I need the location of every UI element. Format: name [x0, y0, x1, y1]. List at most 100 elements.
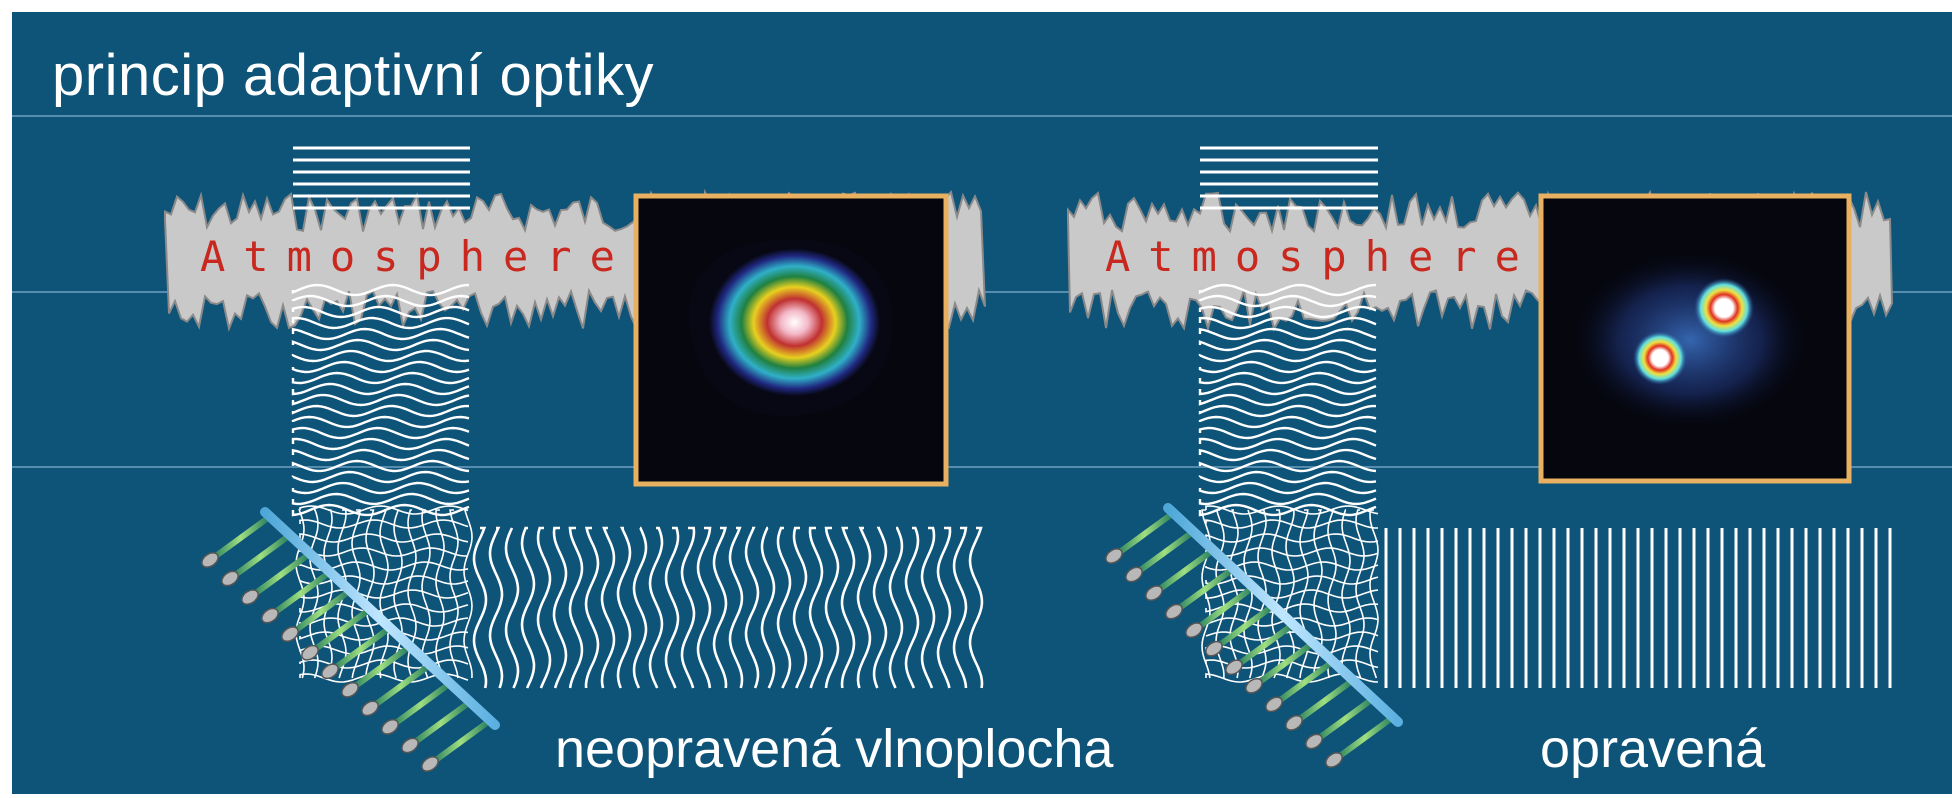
actuator-head: [421, 756, 439, 772]
mirror-actuators-right: [1105, 511, 1395, 768]
actuator-rod: [410, 700, 471, 747]
distorted-wavefront-line: [1198, 349, 1377, 363]
actuator-head: [321, 663, 339, 680]
distorted-wavefront-line: [291, 305, 470, 319]
mesh-line: [1205, 575, 1379, 585]
distorted-wavefront-line: [1198, 371, 1377, 385]
uncorrected-wavefront-line: [536, 526, 552, 689]
incoming-flat-wavefront-left: [293, 146, 470, 210]
distorted-wavefront-line: [1198, 305, 1377, 319]
distorted-wavefront-line: [291, 338, 470, 352]
actuator-head: [381, 719, 399, 735]
mirror-surface-left: [260, 507, 500, 730]
uncorrected-wavefront-line: [632, 526, 648, 689]
uncorrected-star-image: [633, 193, 949, 487]
star-core-lower: [1633, 331, 1687, 385]
actuator-head: [261, 607, 279, 624]
actuator-rod: [1194, 585, 1255, 632]
distorted-wavefront-line: [291, 382, 470, 396]
distorted-wavefront-line: [1198, 294, 1377, 308]
distorted-wavefront-line: [291, 349, 470, 363]
uncorrected-wavefront-line: [552, 526, 568, 689]
mirror-surface-right: [1163, 503, 1403, 727]
atmosphere-label-left: Atmosphere: [200, 232, 633, 281]
actuator-rod: [250, 552, 311, 599]
caption-uncorrected: neopravená vlnoplocha: [555, 719, 1114, 779]
actuator-rod: [1274, 659, 1335, 706]
star-core-upper: [1694, 278, 1754, 338]
distorted-wavefront-line: [291, 426, 470, 440]
actuator-head: [1205, 640, 1223, 657]
mesh-line: [463, 509, 473, 679]
actuator-rod: [1174, 566, 1235, 613]
mesh-line: [1205, 547, 1379, 557]
actuator-head: [1145, 585, 1163, 601]
distorted-wavefront-line: [1198, 338, 1377, 352]
actuator-head: [1265, 696, 1283, 713]
uncorrected-wavefront-line: [792, 526, 808, 689]
uncorrected-wavefront-line: [872, 526, 888, 689]
mesh-line: [299, 547, 469, 557]
uncorrected-wavefront-line: [648, 526, 664, 689]
actuator-rod: [310, 607, 371, 654]
uncorrected-wavefront-line: [888, 526, 904, 689]
mesh-line: [299, 575, 469, 585]
distorted-wavefront-line: [1198, 404, 1376, 418]
distorted-wavefront-line: [291, 316, 470, 330]
distorted-wavefront-line: [1198, 316, 1377, 330]
actuator-rod: [270, 570, 331, 617]
actuator-rod: [350, 644, 411, 691]
actuator-head: [1305, 733, 1323, 750]
distorted-wavefront-line: [291, 437, 470, 451]
actuator-rod: [210, 515, 271, 561]
uncorrected-wavefront-line: [728, 526, 744, 689]
distorted-wavefront-line: [291, 415, 470, 429]
actuator-head: [1125, 566, 1143, 583]
actuator-rod: [1154, 548, 1215, 595]
actuator-head: [361, 700, 379, 717]
distorted-wavefront-line: [1198, 360, 1377, 374]
uncorrected-wavefront-line: [696, 526, 712, 689]
distorted-wavefront-column-left: [291, 283, 470, 517]
actuator-head: [201, 552, 219, 568]
distorted-wavefront-line: [1198, 492, 1377, 506]
mirror-actuators-left: [201, 515, 491, 772]
actuator-head: [301, 644, 319, 661]
actuator-rod: [1114, 511, 1175, 557]
actuator-rod: [1134, 529, 1195, 576]
mesh-line: [393, 509, 403, 679]
distorted-wavefront-line: [291, 404, 469, 418]
actuator-rod: [1234, 622, 1295, 669]
distorted-wavefront-line: [1198, 415, 1377, 429]
distorted-wavefront-line: [1198, 470, 1377, 484]
uncorrected-wavefront-line: [936, 526, 952, 689]
mesh-line: [449, 509, 459, 679]
distorted-wavefront-column-right: [1198, 283, 1377, 517]
distorted-wavefront-line: [291, 448, 470, 462]
uncorrected-wavefront-line: [600, 526, 616, 689]
distorted-wavefront-line: [1198, 503, 1377, 517]
distorted-wavefront-line: [1198, 459, 1377, 473]
distorted-wavefront-line: [291, 470, 470, 484]
mesh-line: [1355, 509, 1365, 679]
uncorrected-wavefront-line: [760, 526, 776, 689]
actuator-rod: [330, 626, 391, 673]
actuator-rod: [1214, 603, 1275, 650]
actuator-rod: [1334, 715, 1395, 761]
mesh-line: [299, 519, 469, 529]
uncorrected-wavefront-line: [568, 526, 584, 689]
uncorrected-wavefront-line: [664, 526, 680, 689]
uncorrected-wavefront-line: [904, 526, 920, 689]
uncorrected-wavefront-line: [472, 526, 488, 689]
star-halo: [1570, 250, 1810, 430]
distorted-wavefront-line: [1198, 448, 1377, 462]
actuator-head: [1325, 752, 1343, 768]
mesh-line: [379, 509, 389, 679]
uncorrected-wavefront-line: [712, 526, 728, 689]
atmosphere-label-right: Atmosphere: [1105, 232, 1538, 281]
uncorrected-wavefront-line: [504, 527, 520, 689]
uncorrected-wavefront-line: [488, 526, 504, 689]
uncorrected-wavefront-line: [968, 526, 984, 689]
distorted-wavefront-line: [1198, 426, 1377, 440]
distorted-wavefront-line: [291, 360, 470, 374]
